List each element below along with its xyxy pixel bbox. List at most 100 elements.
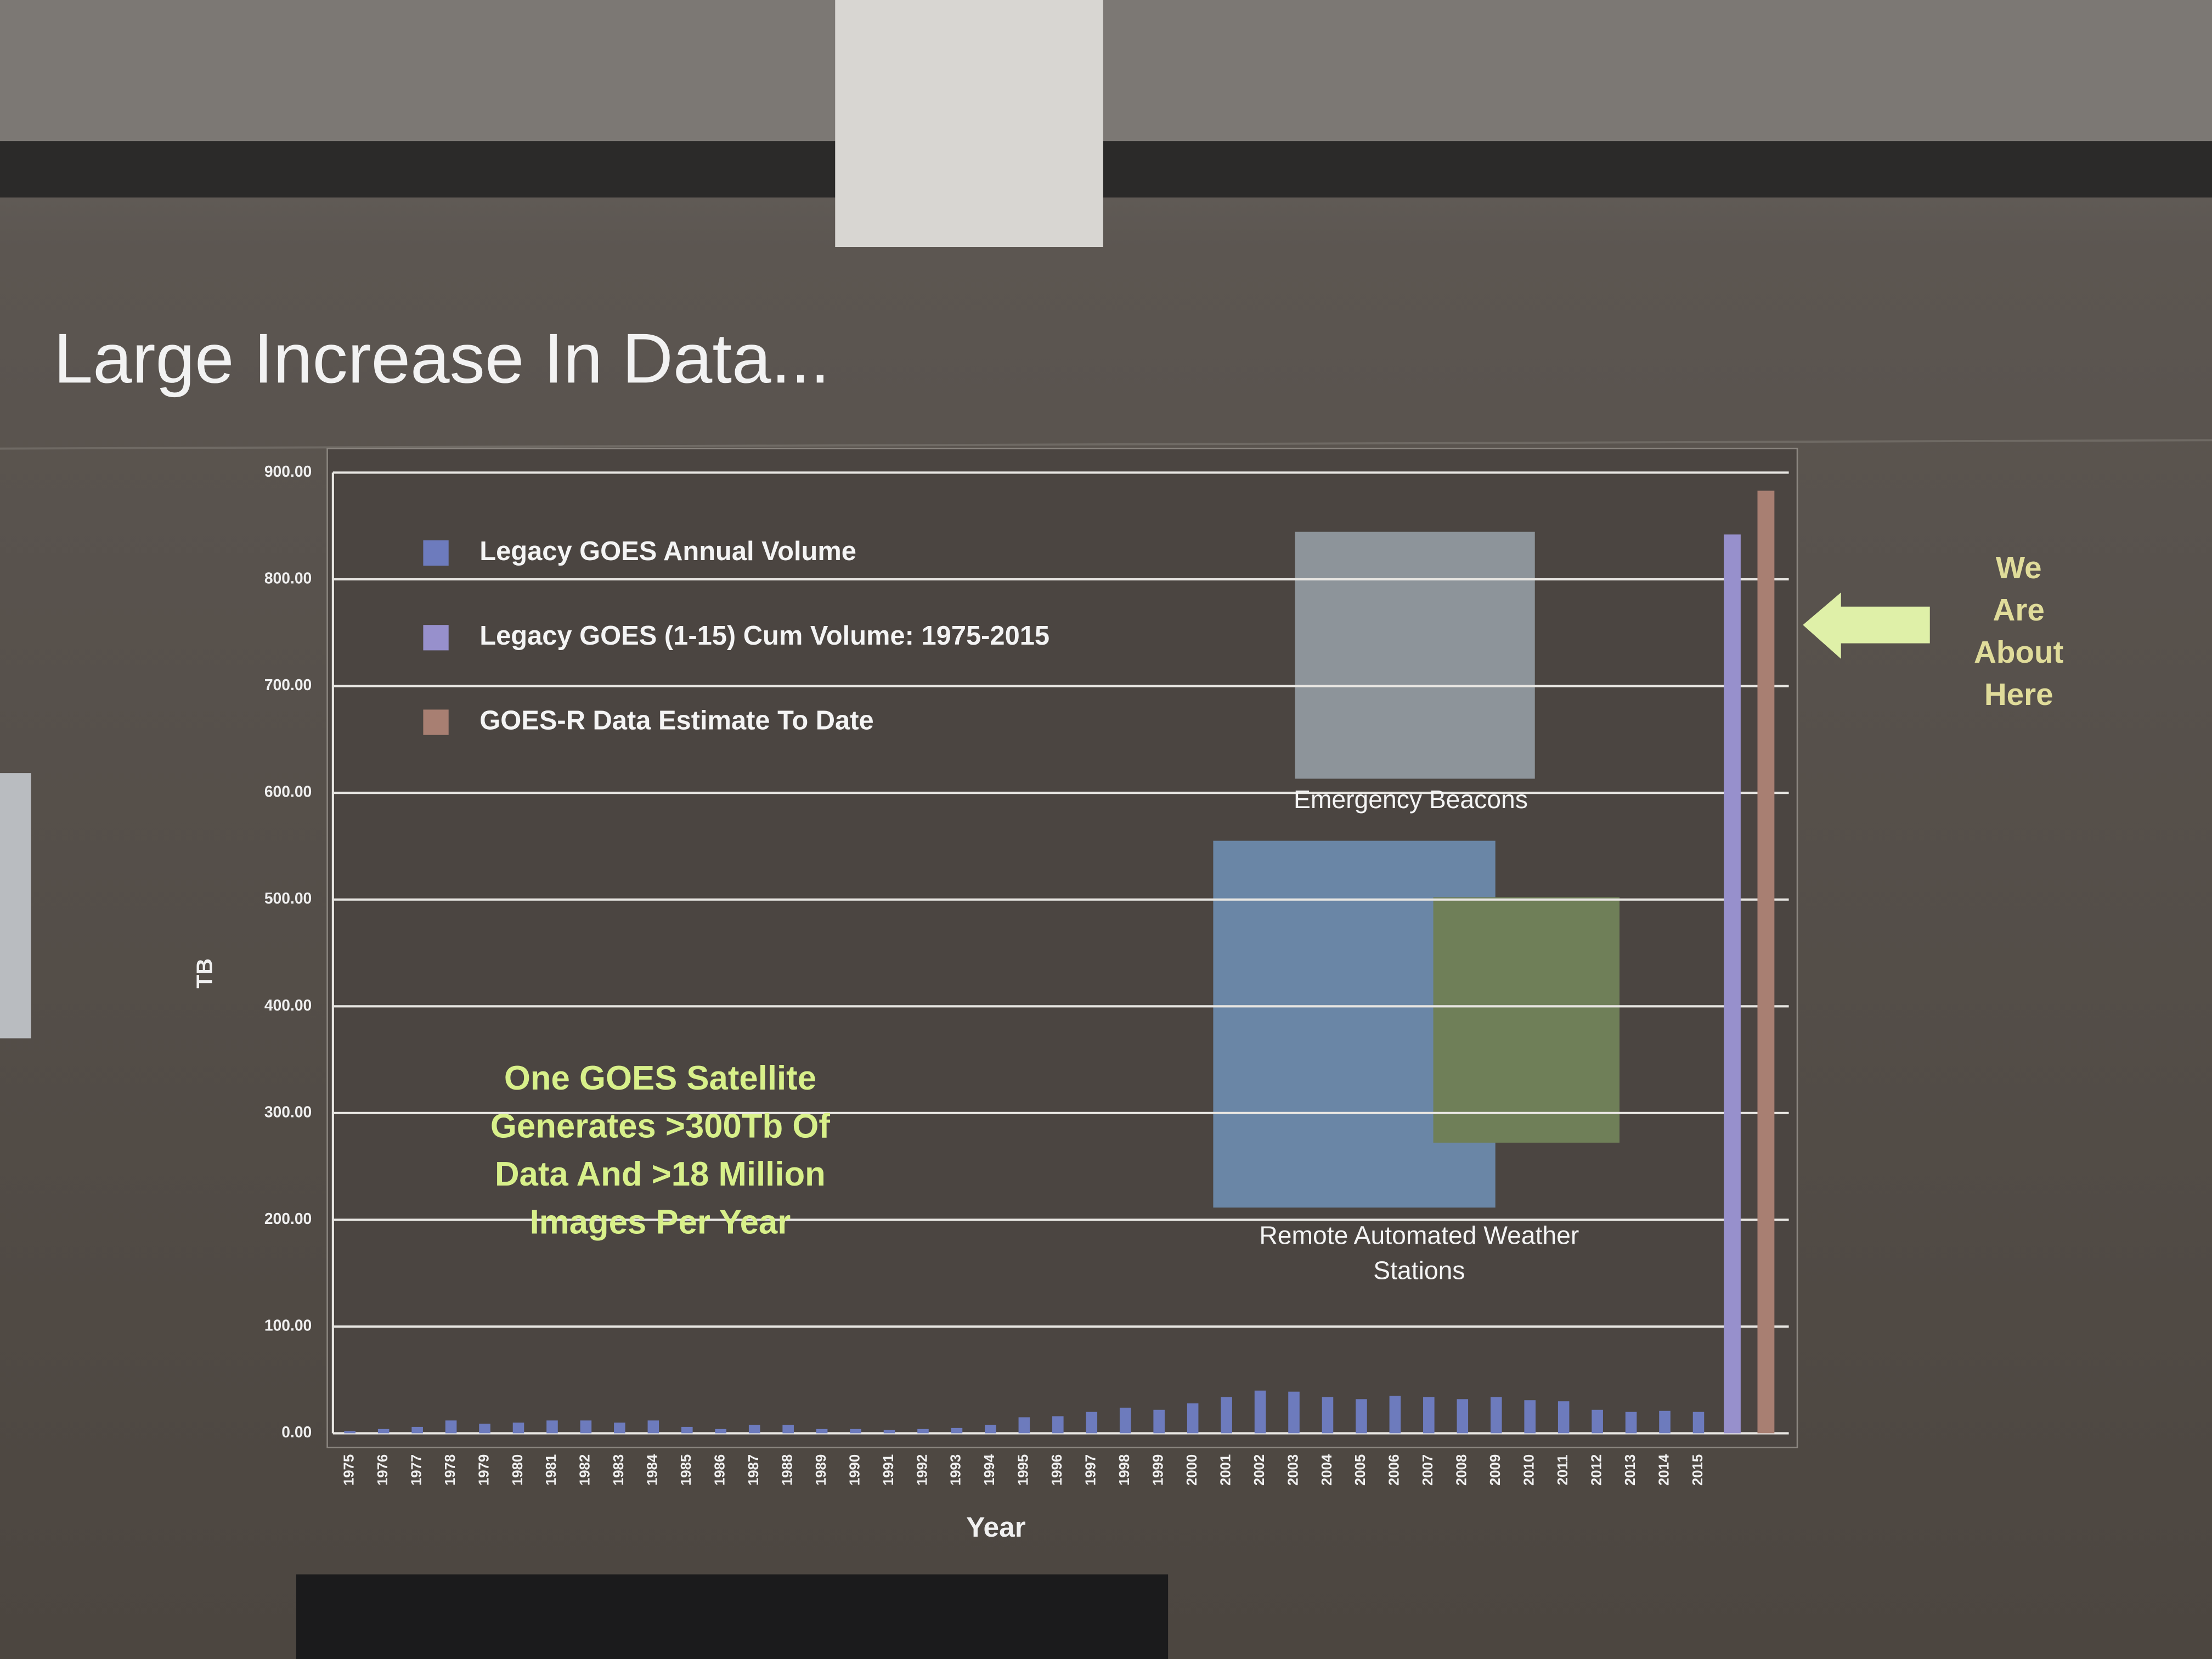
x-tick-label: 2001: [1218, 1454, 1233, 1486]
annotation: Stations: [1373, 1256, 1465, 1285]
bar: [1659, 1410, 1671, 1434]
x-tick-label: 1976: [375, 1454, 391, 1486]
annotation: Images Per Year: [530, 1203, 791, 1241]
bar: [1187, 1403, 1199, 1434]
legend-label: GOES-R Data Estimate To Date: [479, 706, 873, 735]
bar: [917, 1429, 929, 1434]
x-tick-label: 1998: [1117, 1454, 1132, 1486]
legend-swatch: [423, 625, 449, 651]
x-tick-label: 2000: [1184, 1454, 1200, 1486]
bar: [1389, 1396, 1401, 1434]
bar: [782, 1425, 794, 1434]
bar: [1221, 1397, 1232, 1434]
x-tick-label: 1979: [476, 1454, 492, 1486]
annotation: Are: [1993, 592, 2045, 627]
chart: 0.00 100.00 200.00 300.00 400.00 500.00 600.00…: [191, 462, 2063, 1543]
annotation: About: [1974, 635, 2063, 669]
x-tick-label: 1992: [915, 1454, 930, 1486]
y-tick-label: 600.00: [264, 783, 312, 800]
x-tick-label: 2015: [1690, 1454, 1706, 1486]
x-tick-label: 2008: [1454, 1454, 1470, 1486]
bar: [850, 1429, 861, 1434]
bar: [1423, 1397, 1435, 1434]
bar: [1153, 1409, 1165, 1434]
bar: [1592, 1409, 1603, 1434]
y-tick-label: 800.00: [264, 569, 312, 586]
x-tick-label: 2007: [1420, 1454, 1436, 1486]
bar: [1757, 490, 1775, 1434]
x-tick-label: 2003: [1285, 1454, 1301, 1486]
monitor: [296, 1574, 1169, 1659]
bar: [546, 1420, 558, 1434]
bar: [1558, 1401, 1570, 1434]
x-tick-label: 1980: [510, 1454, 526, 1486]
bar: [1490, 1397, 1502, 1434]
x-tick-label: 1981: [544, 1454, 559, 1486]
arrow: [1803, 592, 1930, 659]
x-tick-label: 2002: [1252, 1454, 1267, 1486]
bar: [614, 1423, 625, 1434]
x-tick-label: 1989: [814, 1454, 829, 1486]
y-tick-label: 700.00: [264, 676, 312, 693]
bar: [1052, 1416, 1064, 1434]
bar: [1457, 1399, 1469, 1434]
x-tick-label: 2013: [1623, 1454, 1638, 1486]
annotation: Remote Automated Weather: [1259, 1221, 1579, 1249]
bar: [715, 1429, 727, 1434]
bar: [816, 1429, 828, 1434]
y-axis-label: TB: [191, 958, 217, 989]
bar: [512, 1423, 524, 1434]
y-tick-label: 200.00: [264, 1210, 312, 1227]
x-tick-label: 2011: [1555, 1455, 1571, 1486]
bar: [580, 1420, 592, 1434]
slide-title: Large Increase In Data...: [54, 319, 830, 398]
bar: [985, 1425, 996, 1434]
bar: [1322, 1397, 1334, 1434]
x-tick-label: 1990: [847, 1454, 862, 1486]
bar: [1724, 534, 1741, 1434]
x-tick-label: 1994: [982, 1454, 997, 1486]
x-tick-label: 2005: [1353, 1454, 1368, 1486]
bar: [1692, 1412, 1705, 1434]
x-tick-label: 1975: [342, 1454, 357, 1486]
bar: [1356, 1399, 1367, 1434]
photo-station: [1433, 897, 1620, 1143]
y-tick-label: 300.00: [264, 1103, 312, 1120]
bar: [411, 1426, 423, 1434]
title-rule: [0, 439, 2212, 450]
x-tick-label: 1997: [1084, 1454, 1099, 1486]
legend-swatch: [423, 540, 449, 566]
y-tick-label: 100.00: [264, 1316, 312, 1334]
x-tick-label: 1982: [578, 1454, 593, 1486]
x-tick-label: 1993: [949, 1454, 964, 1486]
x-tick-label: 1984: [645, 1454, 661, 1486]
y-tick-label: 900.00: [264, 462, 312, 480]
paper-note: [835, 0, 1103, 247]
bar: [1524, 1400, 1536, 1434]
x-tick-label: 2014: [1656, 1454, 1672, 1486]
x-tick-label: 1977: [409, 1454, 424, 1486]
legend-label: Legacy GOES Annual Volume: [479, 537, 856, 566]
bar: [479, 1424, 490, 1434]
x-tick-label: 1995: [1016, 1454, 1031, 1486]
legend-swatch: [423, 709, 449, 735]
x-tick-label: 1987: [746, 1454, 761, 1486]
y-tick-label: 500.00: [264, 889, 312, 907]
x-tick-label: 2006: [1387, 1454, 1402, 1486]
x-tick-label: 1985: [679, 1454, 694, 1486]
x-tick-label: 1991: [881, 1454, 896, 1486]
x-tick-label: 1983: [611, 1454, 627, 1486]
bar: [344, 1431, 356, 1434]
x-tick-label: 2004: [1319, 1454, 1335, 1486]
board-frame: [0, 141, 2212, 198]
annotation: We: [1996, 550, 2042, 585]
x-tick-label: 1988: [780, 1454, 795, 1486]
x-tick-label: 1996: [1049, 1454, 1065, 1486]
side-toolbar: [0, 773, 31, 1039]
x-axis-label: Year: [966, 1511, 1026, 1543]
annotation: Data And >18 Million: [495, 1155, 826, 1193]
annotation: Emergency Beacons: [1294, 785, 1528, 814]
annotation: One GOES Satellite: [504, 1059, 816, 1097]
x-tick-label: 1999: [1150, 1454, 1166, 1486]
